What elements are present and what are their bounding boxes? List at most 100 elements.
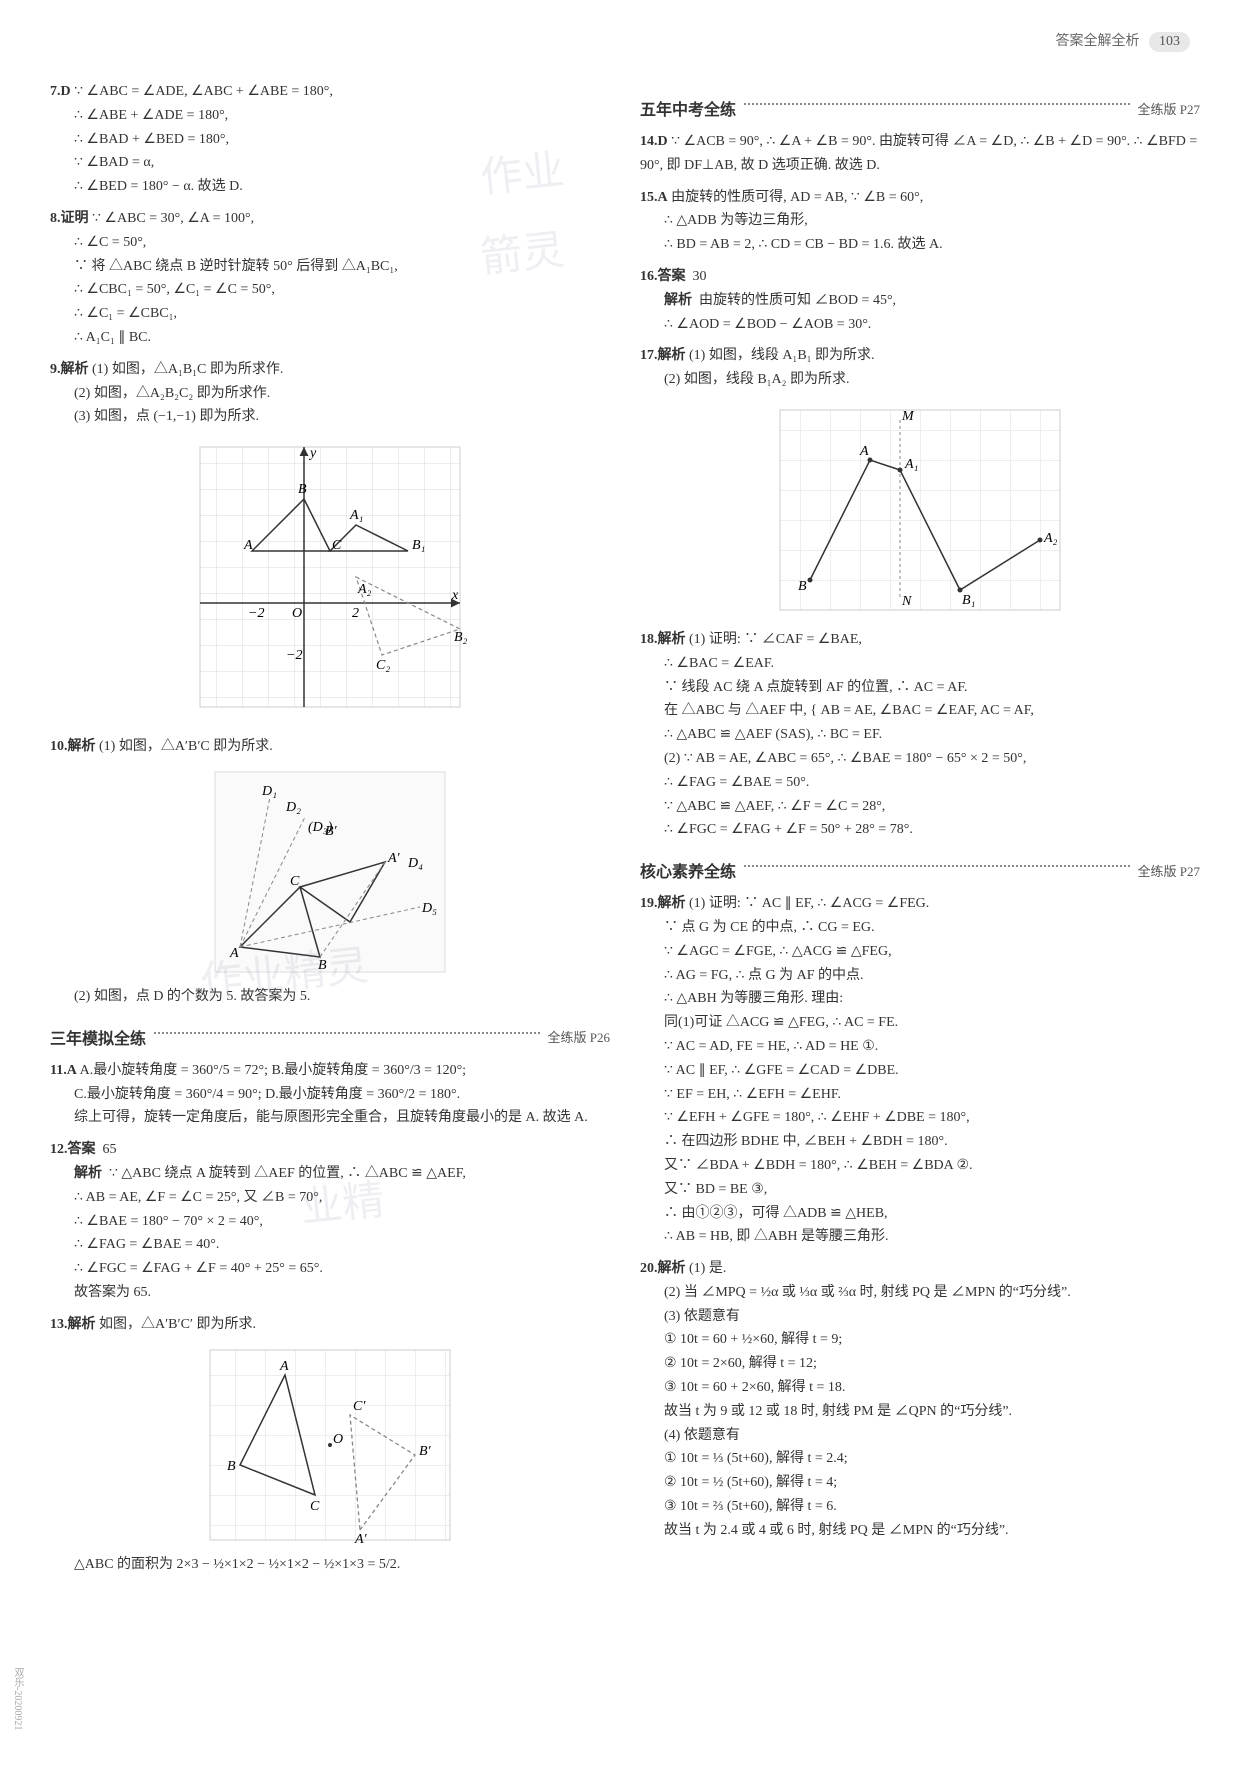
q13-label: 13.解析: [50, 1317, 96, 1332]
fig9-A1: A₁: [349, 508, 363, 523]
q20-l11: 故当 t 为 2.4 或 4 或 6 时, 射线 PQ 是 ∠MPN 的“巧分线…: [640, 1519, 1200, 1543]
q19-l6: ∵ AC = AD, FE = HE, ∴ AD = HE ①.: [640, 1035, 1200, 1059]
section-five-year: 五年中考全练 全练版 P27: [640, 96, 1200, 120]
f13-C: C: [310, 1499, 320, 1514]
f17-A1: A₁: [904, 457, 918, 472]
q12-label: 12.答案: [50, 1142, 96, 1157]
q12-l4: ∴ ∠FGC = ∠FAG + ∠F = 40° + 25° = 65°.: [50, 1257, 610, 1281]
section1-dots: [154, 1032, 540, 1034]
fig9-x: x: [451, 588, 459, 603]
q9: 9.解析 (1) 如图，△A₁B₁C 即为所求作. (2) 如图，△A₂B₂C₂…: [50, 358, 610, 429]
q20: 20.解析 (1) 是. (2) 当 ∠MPQ = ½α 或 ⅓α 或 ⅔α 时…: [640, 1257, 1200, 1543]
q20-l6: 故当 t 为 9 或 12 或 18 时, 射线 PM 是 ∠QPN 的“巧分线…: [640, 1400, 1200, 1424]
q19-l4: ∴ △ABH 为等腰三角形. 理由:: [640, 987, 1200, 1011]
q8-l2: ∵ 将 △ABC 绕点 B 逆时针旋转 50° 后得到 △A₁BC₁,: [50, 255, 610, 279]
q9-label: 9.解析: [50, 362, 89, 377]
f13-A: A: [279, 1359, 289, 1374]
q16-l1: ∴ ∠AOD = ∠BOD − ∠AOB = 30°.: [640, 313, 1200, 337]
q18-l6: ∴ ∠FAG = ∠BAE = 50°.: [640, 771, 1200, 795]
q19-l7: ∵ AC ∥ EF, ∴ ∠GFE = ∠CAD = ∠DBE.: [640, 1059, 1200, 1083]
f17-A2: A₂: [1043, 531, 1058, 546]
f10-A: A: [229, 946, 239, 961]
q20-l0: (1) 是.: [689, 1261, 726, 1276]
q17: 17.解析 (1) 如图，线段 A₁B₁ 即为所求. (2) 如图，线段 B₁A…: [640, 344, 1200, 392]
f10-B: B: [318, 958, 327, 973]
q17-l0: (1) 如图，线段 A₁B₁ 即为所求.: [689, 348, 875, 363]
left-column: 7.D ∵ ∠ABC = ∠ADE, ∠ABC + ∠ABE = 180°, ∴…: [50, 80, 610, 1584]
page-header: 答案全解全析 103: [1056, 30, 1191, 52]
q18-l8: ∴ ∠FGC = ∠FAG + ∠F = 50° + 28° = 78°.: [640, 818, 1200, 842]
q12-l0: ∵ △ABC 绕点 A 旋转到 △AEF 的位置, ∴ △ABC ≌ △AEF,: [109, 1166, 466, 1181]
q19-l1: ∵ 点 G 为 CE 的中点, ∴ CG = EG.: [640, 916, 1200, 940]
f10-D4: D₄: [407, 856, 423, 871]
q19-l2: ∵ ∠AGC = ∠FGE, ∴ △ACG ≌ △FEG,: [640, 940, 1200, 964]
q17-figure: M N A A₁ A₂ B B₁: [770, 400, 1070, 620]
q12-l5: 故答案为 65.: [50, 1281, 610, 1305]
q10: 10.解析 (1) 如图，△A′B′C 即为所求.: [50, 735, 610, 759]
footer-code: 双乐-20200921: [10, 1667, 25, 1730]
q14: 14.D ∵ ∠ACB = 90°, ∴ ∠A + ∠B = 90°. 由旋转可…: [640, 130, 1200, 178]
fig9-p2: 2: [352, 606, 359, 621]
q18-label: 18.解析: [640, 632, 686, 647]
q9-figure: A B C A₁ A₂ B₁ B₂ C₂ O x y −2 −2 2: [190, 437, 470, 727]
q7-l3: ∵ ∠BAD = α,: [50, 151, 610, 175]
q18-l2: ∵ 线段 AC 绕 A 点旋转到 AF 的位置, ∴ AC = AF.: [640, 676, 1200, 700]
q18-l1: ∴ ∠BAC = ∠EAF.: [640, 652, 1200, 676]
f10-D5: D₅: [421, 901, 437, 916]
q12: 12.答案 65 解析 ∵ △ABC 绕点 A 旋转到 △AEF 的位置, ∴ …: [50, 1138, 610, 1305]
q20-l9: ② 10t = ½ (5t+60), 解得 t = 4;: [640, 1471, 1200, 1495]
q18-l7: ∵ △ABC ≌ △AEF, ∴ ∠F = ∠C = 28°,: [640, 795, 1200, 819]
q8-l0: ∵ ∠ABC = 30°, ∠A = 100°,: [92, 211, 254, 226]
q20-l4: ② 10t = 2×60, 解得 t = 12;: [640, 1352, 1200, 1376]
q13-l1: 如图，△A′B′C′ 即为所求.: [99, 1317, 256, 1332]
f13-Cp: C′: [353, 1399, 366, 1414]
q15-l2: ∴ BD = AB = 2, ∴ CD = CB − BD = 1.6. 故选 …: [640, 233, 1200, 257]
f10-D3: (D₃): [308, 820, 333, 835]
fig9-B1: B₁: [412, 538, 425, 553]
q16-l0: 由旋转的性质可知 ∠BOD = 45°,: [699, 293, 896, 308]
f13-O: O: [333, 1432, 343, 1447]
q11-l0: A.最小旋转角度 = 360°/5 = 72°; B.最小旋转角度 = 360°…: [80, 1063, 466, 1078]
content-columns: 7.D ∵ ∠ABC = ∠ADE, ∠ABC + ∠ABE = 180°, ∴…: [50, 80, 1200, 1584]
q20-l5: ③ 10t = 60 + 2×60, 解得 t = 18.: [640, 1376, 1200, 1400]
q12-l1: ∴ AB = AE, ∠F = ∠C = 25°, 又 ∠B = 70°,: [50, 1186, 610, 1210]
q18-l4: ∴ △ABC ≌ △AEF (SAS), ∴ BC = EF.: [640, 723, 1200, 747]
q18-l3: 在 △ABC 与 △AEF 中, { AB = AE, ∠BAC = ∠EAF,…: [640, 699, 1200, 723]
q12-analysis-label: 解析: [74, 1166, 102, 1181]
q12-l2: ∴ ∠BAE = 180° − 70° × 2 = 40°,: [50, 1210, 610, 1234]
f17-A: A: [859, 444, 869, 459]
f17-N: N: [901, 594, 912, 609]
q8-l4: ∴ ∠C₁ = ∠CBC₁,: [50, 302, 610, 326]
q20-label: 20.解析: [640, 1261, 686, 1276]
q20-l10: ③ 10t = ⅔ (5t+60), 解得 t = 6.: [640, 1495, 1200, 1519]
right-column: 五年中考全练 全练版 P27 14.D ∵ ∠ACB = 90°, ∴ ∠A +…: [640, 80, 1200, 1584]
f13-B: B: [227, 1459, 236, 1474]
q7-l0: ∵ ∠ABC = ∠ADE, ∠ABC + ∠ABE = 180°,: [74, 84, 333, 99]
f17-B: B: [798, 579, 807, 594]
q20-l8: ① 10t = ⅓ (5t+60), 解得 t = 2.4;: [640, 1447, 1200, 1471]
header-title: 答案全解全析: [1056, 34, 1140, 49]
q19-l3: ∴ AG = FG, ∴ 点 G 为 AF 的中点.: [640, 964, 1200, 988]
q16-label: 16.答案: [640, 269, 686, 284]
section3-dots: [744, 865, 1130, 867]
f10-D2: D₂: [285, 800, 301, 815]
q12-answer: 65: [103, 1142, 117, 1157]
q7: 7.D ∵ ∠ABC = ∠ADE, ∠ABC + ∠ABE = 180°, ∴…: [50, 80, 610, 199]
q7-l1: ∴ ∠ABE + ∠ADE = 180°,: [50, 104, 610, 128]
q11-l2: 综上可得，旋转一定角度后，能与原图形完全重合，且旋转角度最小的是 A. 故选 A…: [50, 1106, 610, 1130]
fig9-B2: B₂: [454, 630, 468, 645]
q19-l11: 又∵ ∠BDA + ∠BDH = 180°, ∴ ∠BEH = ∠BDA ②.: [640, 1154, 1200, 1178]
q8-l5: ∴ A₁C₁ ∥ BC.: [50, 326, 610, 350]
q17-label: 17.解析: [640, 348, 686, 363]
q8: 8.证明 ∵ ∠ABC = 30°, ∠A = 100°, ∴ ∠C = 50°…: [50, 207, 610, 350]
q19-label: 19.解析: [640, 896, 686, 911]
fig9-A2: A₂: [357, 582, 372, 597]
q19-l14: ∴ AB = HB, 即 △ABH 是等腰三角形.: [640, 1225, 1200, 1249]
q10-l1: (1) 如图，△A′B′C 即为所求.: [99, 739, 273, 754]
q7-l2: ∴ ∠BAD + ∠BED = 180°,: [50, 128, 610, 152]
section-core: 核心素养全练 全练版 P27: [640, 858, 1200, 882]
q10-l2: (2) 如图，点 D 的个数为 5. 故答案为 5.: [50, 985, 610, 1009]
q19-l0: (1) 证明: ∵ AC ∥ EF, ∴ ∠ACG = ∠FEG.: [689, 896, 929, 911]
q13-figure: A B C A′ B′ C′ O: [205, 1345, 455, 1545]
fig9-B: B: [298, 482, 307, 497]
